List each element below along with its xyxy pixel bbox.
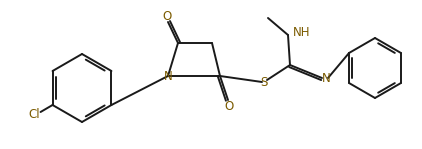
- Text: O: O: [162, 10, 172, 22]
- Text: NH: NH: [293, 27, 311, 39]
- Text: S: S: [260, 76, 268, 90]
- Text: O: O: [225, 100, 234, 112]
- Text: Cl: Cl: [28, 107, 40, 121]
- Text: N: N: [164, 70, 172, 83]
- Text: N: N: [322, 73, 330, 86]
